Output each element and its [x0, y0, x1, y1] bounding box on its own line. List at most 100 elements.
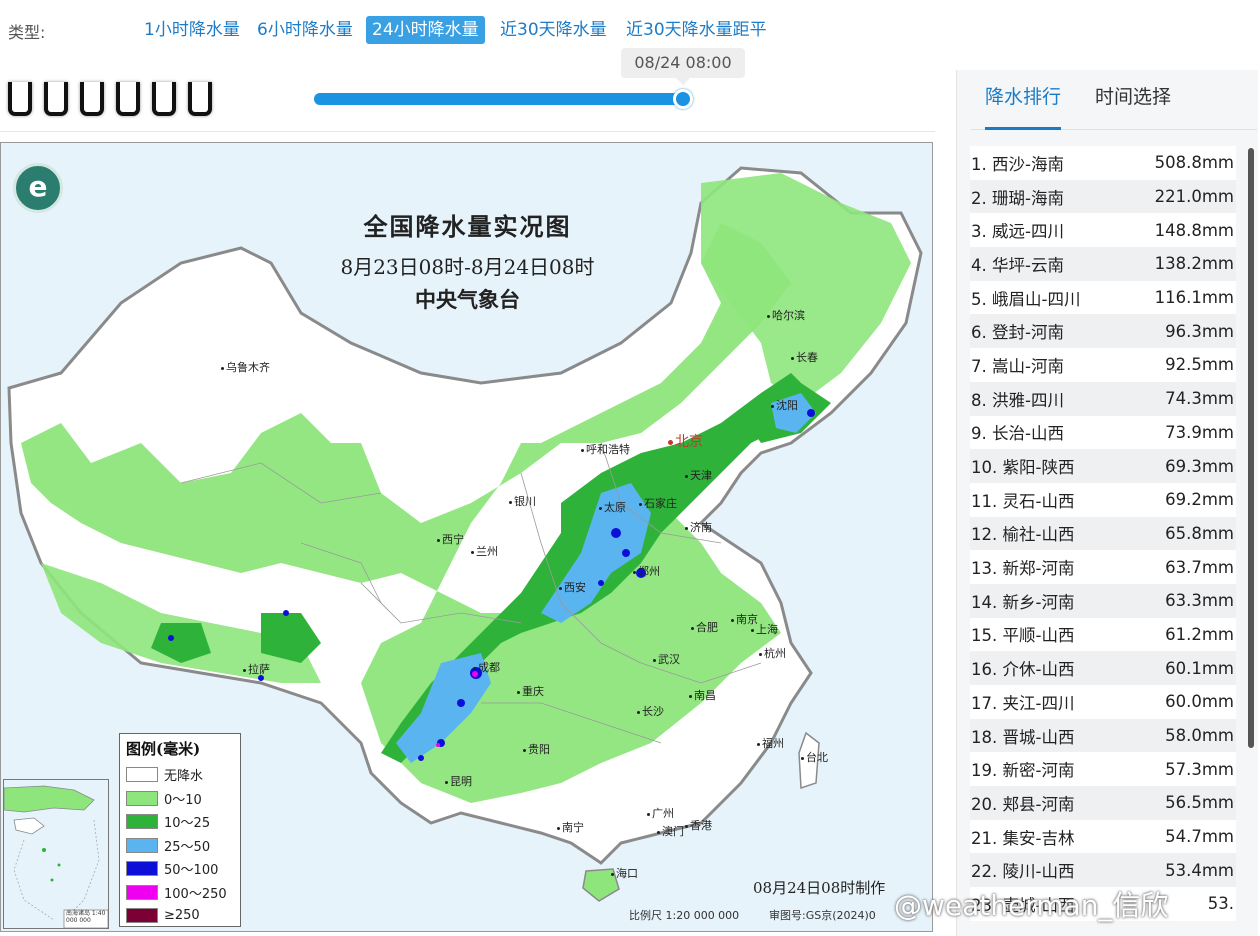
frame-icon[interactable]	[42, 80, 68, 116]
tab-6h-precipitation[interactable]: 6小时降水量	[257, 20, 353, 40]
ranking-value: 63.7mm	[1165, 557, 1234, 577]
legend-label: 100～250	[164, 886, 227, 902]
ranking-station: 7. 嵩山-河南	[971, 356, 1064, 376]
ranking-station: 15. 平顺-山西	[971, 626, 1075, 646]
city-tianjin: 天津	[685, 467, 712, 483]
ranking-station: 3. 威远-四川	[971, 222, 1064, 242]
map-legend: 图例(毫米) 无降水 0～10 10～25 25～50 50～100 100～250 ≥25…	[119, 733, 241, 927]
map-period: 8月23日08时-8月24日08时	[340, 255, 595, 279]
ranking-row[interactable]: 16. 介休-山西 60.1mm	[970, 651, 1236, 685]
ranking-value: 69.2mm	[1165, 490, 1234, 510]
ranking-row[interactable]: 20. 郏县-河南 56.5mm	[970, 786, 1236, 820]
watermark: @weatherman_信欣	[894, 889, 1169, 922]
type-bar: 类型: 1小时降水量 6小时降水量 24小时降水量 近30天降水量 近30天降水…	[0, 0, 1260, 62]
city-hefei: 合肥	[691, 619, 718, 635]
south-china-sea-inset: 南海诸岛 1:40 000 000	[3, 779, 109, 929]
legend-swatch	[126, 814, 158, 830]
legend-swatch	[126, 790, 158, 806]
city-shenyang: 沈阳	[771, 397, 798, 413]
tab-precipitation-ranking[interactable]: 降水排行	[985, 70, 1062, 130]
city-nanchang: 南昌	[689, 687, 716, 703]
legend-swatch	[126, 837, 158, 853]
tab-24h-precipitation[interactable]: 24小时降水量	[366, 16, 485, 44]
ranking-value: 60.0mm	[1165, 692, 1234, 712]
ranking-row[interactable]: 15. 平顺-山西 61.2mm	[970, 617, 1236, 652]
legend-row: 0～10	[126, 787, 234, 811]
frame-icon[interactable]	[78, 80, 104, 116]
ranking-row[interactable]: 17. 夹江-四川 60.0mm	[970, 685, 1236, 719]
ranking-station: 4. 华坪-云南	[971, 255, 1064, 275]
rain-0-10	[21, 223, 791, 803]
map-scale: 比例尺 1:20 000 000	[629, 909, 740, 922]
ranking-value: 138.2mm	[1154, 254, 1234, 274]
frame-icon[interactable]	[6, 80, 32, 116]
frame-icon[interactable]	[150, 80, 176, 116]
tab-1h-precipitation[interactable]: 1小时降水量	[144, 20, 240, 40]
ranking-value: 96.3mm	[1165, 321, 1234, 341]
ranking-row[interactable]: 19. 新密-河南 57.3mm	[970, 752, 1236, 787]
city-shijiazhuang: 石家庄	[639, 495, 677, 511]
ranking-scrollbar[interactable]	[1248, 148, 1254, 748]
ranking-row[interactable]: 12. 榆社-山西 65.8mm	[970, 516, 1236, 551]
ranking-row[interactable]: 1. 西沙-海南 508.8mm	[970, 146, 1236, 180]
ranking-row[interactable]: 2. 珊瑚-海南 221.0mm	[970, 179, 1236, 214]
type-label: 类型:	[8, 23, 46, 42]
ranking-row[interactable]: 14. 新乡-河南 63.3mm	[970, 583, 1236, 618]
city-lhasa: 拉萨	[243, 661, 270, 677]
ranking-value: 56.5mm	[1165, 793, 1234, 813]
ranking-station: 2. 珊瑚-海南	[971, 188, 1064, 208]
city-fuzhou: 福州	[757, 735, 784, 751]
map-title: 全国降水量实况图	[363, 212, 572, 241]
ranking-row[interactable]: 18. 晋城-山西 58.0mm	[970, 718, 1236, 753]
city-haerbin: 哈尔滨	[767, 307, 805, 323]
ranking-row[interactable]: 4. 华坪-云南 138.2mm	[970, 247, 1236, 281]
city-jinan: 济南	[685, 519, 712, 535]
ranking-row[interactable]: 23. 壶城-山西 53.	[970, 887, 1236, 921]
legend-row: 无降水	[126, 763, 234, 787]
city-nanning: 南宁	[557, 819, 584, 835]
ranking-row[interactable]: 22. 陵川-山西 53.4mm	[970, 853, 1236, 888]
city-hohhot: 呼和浩特	[581, 441, 630, 457]
ranking-value: 508.8mm	[1154, 153, 1234, 173]
ranking-station: 21. 集安-吉林	[971, 828, 1075, 848]
frame-icon[interactable]	[114, 80, 140, 116]
time-slider-track[interactable]	[314, 93, 684, 105]
ranking-value: 69.3mm	[1165, 456, 1234, 476]
city-guiyang: 贵阳	[523, 741, 550, 757]
ranking-value: 58.0mm	[1165, 726, 1234, 746]
city-xian: 西安	[559, 579, 586, 595]
ranking-list[interactable]: 1. 西沙-海南 508.8mm 2. 珊瑚-海南 221.0mm 3. 威远-四川 14…	[970, 146, 1236, 921]
tab-30d-anomaly[interactable]: 近30天降水量距平	[626, 20, 767, 40]
ranking-station: 5. 峨眉山-四川	[971, 289, 1081, 309]
ranking-station: 1. 西沙-海南	[971, 154, 1064, 174]
tab-time-selection[interactable]: 时间选择	[1095, 86, 1172, 108]
ranking-row[interactable]: 11. 灵石-山西 69.2mm	[970, 482, 1236, 517]
ranking-row[interactable]: 8. 洪雅-四川 74.3mm	[970, 381, 1236, 416]
frame-icon[interactable]	[186, 80, 212, 116]
map-agency: 中央气象台	[415, 287, 520, 312]
ranking-row[interactable]: 5. 峨眉山-四川 116.1mm	[970, 280, 1236, 315]
ranking-station: 22. 陵川-山西	[971, 862, 1075, 882]
city-hongkong: 香港	[685, 817, 712, 833]
legend-row: 50～100	[126, 857, 234, 881]
ranking-value: 53.4mm	[1165, 860, 1234, 880]
time-slider-handle[interactable]	[673, 89, 693, 109]
legend-label: 10～25	[164, 816, 211, 832]
ranking-row[interactable]: 3. 威远-四川 148.8mm	[970, 213, 1236, 248]
ranking-station: 14. 新乡-河南	[971, 592, 1075, 612]
legend-label: 25～50	[164, 839, 211, 855]
ranking-row[interactable]: 13. 新郑-河南 63.7mm	[970, 550, 1236, 584]
ranking-value: 63.3mm	[1165, 591, 1234, 611]
ranking-row[interactable]: 21. 集安-吉林 54.7mm	[970, 819, 1236, 854]
ranking-station: 18. 晋城-山西	[971, 727, 1075, 747]
tab-30d-precipitation[interactable]: 近30天降水量	[500, 20, 607, 40]
ranking-row[interactable]: 10. 紫阳-陕西 69.3mm	[970, 449, 1236, 483]
ranking-row[interactable]: 9. 长治-山西 73.9mm	[970, 415, 1236, 450]
legend-row: 100～250	[126, 881, 234, 905]
time-tooltip: 08/24 08:00	[621, 48, 745, 85]
ranking-station: 6. 登封-河南	[971, 323, 1064, 343]
precipitation-map[interactable]: e 全国降水量实况图 8月23日08时-8月24日08时 中央气象台 北京 哈尔…	[0, 142, 933, 932]
ranking-row[interactable]: 6. 登封-河南 96.3mm	[970, 314, 1236, 349]
ranking-row[interactable]: 7. 嵩山-河南 92.5mm	[970, 348, 1236, 382]
city-macau: 澳门	[657, 823, 684, 839]
